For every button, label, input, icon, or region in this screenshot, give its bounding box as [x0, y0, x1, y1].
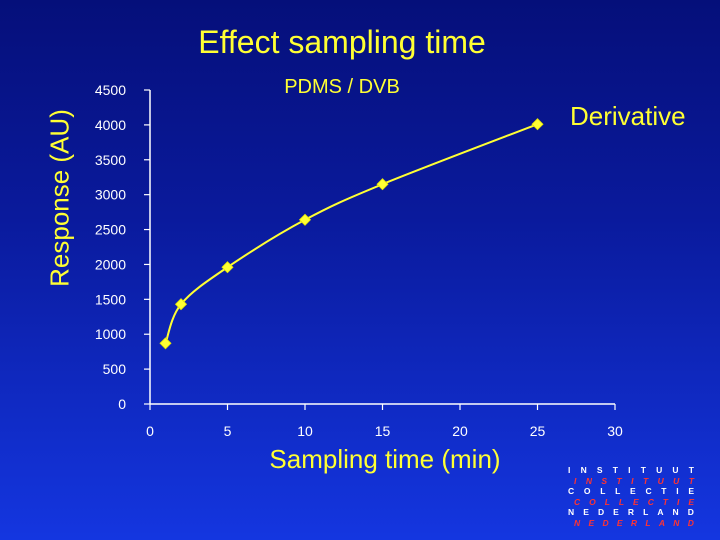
x-tick-label: 10	[297, 423, 313, 439]
data-point-marker	[159, 337, 172, 350]
x-tick-label: 25	[530, 423, 546, 439]
data-point-marker	[298, 213, 312, 226]
y-tick-label: 2500	[95, 222, 126, 238]
y-tick-label: 3000	[95, 187, 126, 203]
series-label-derivative: Derivative	[570, 101, 686, 131]
x-tick-label: 30	[607, 423, 623, 439]
y-tick-label: 4500	[95, 82, 126, 98]
y-tick-label: 4000	[95, 117, 126, 133]
series-line-derivative	[164, 123, 538, 344]
y-tick-label: 3500	[95, 152, 126, 168]
y-tick-label: 1000	[95, 326, 126, 342]
x-axis-label: Sampling time (min)	[269, 444, 501, 474]
chart-series	[159, 118, 544, 350]
x-tick-label: 20	[452, 423, 468, 439]
chart-ticks: 0 500 1000 1500 2000 2500 3000 3500 4000 4500 0 5 10…	[95, 82, 623, 439]
y-tick-label: 2000	[95, 256, 126, 272]
y-tick-label: 500	[103, 361, 127, 377]
x-tick-label: 15	[375, 423, 391, 439]
data-point-marker	[531, 118, 544, 131]
data-point-marker	[174, 298, 188, 311]
chart-subtitle: PDMS / DVB	[284, 76, 400, 98]
x-tick-label: 5	[224, 423, 232, 439]
chart-title: Effect sampling time	[198, 24, 486, 60]
data-point-marker	[221, 261, 234, 274]
x-tick-label: 0	[146, 423, 154, 439]
chart-axes	[149, 90, 615, 405]
y-tick-label: 1500	[95, 291, 126, 307]
data-point-marker	[376, 178, 389, 191]
y-tick-label: 0	[118, 396, 126, 412]
